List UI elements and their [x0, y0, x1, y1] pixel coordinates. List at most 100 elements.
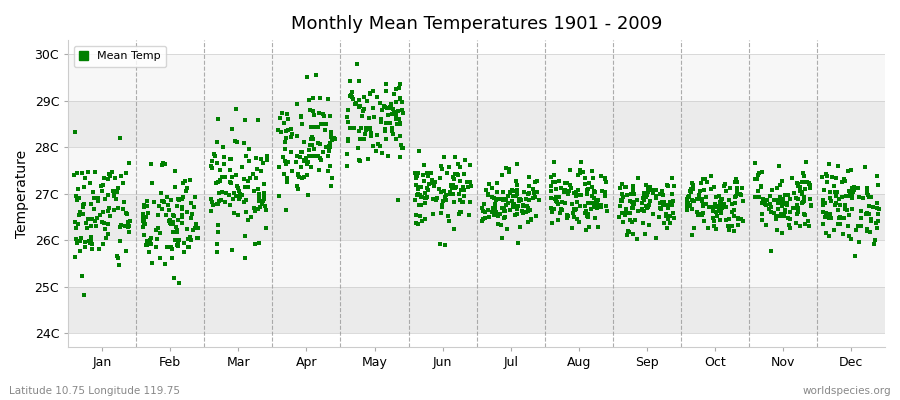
Point	[626, 201, 641, 207]
Point	[778, 201, 793, 207]
Point	[544, 188, 558, 194]
Point	[780, 215, 795, 221]
Point	[311, 140, 326, 146]
Point	[841, 168, 855, 174]
Point	[693, 195, 707, 202]
Point	[291, 171, 305, 178]
Point	[186, 204, 201, 210]
Point	[753, 184, 768, 190]
Point	[304, 164, 319, 170]
Point	[105, 188, 120, 194]
Point	[323, 129, 338, 135]
Point	[139, 214, 153, 220]
Point	[510, 190, 525, 197]
Point	[618, 184, 633, 191]
Point	[255, 156, 269, 162]
Point	[708, 226, 723, 232]
Point	[795, 179, 809, 186]
Point	[221, 192, 236, 198]
Point	[549, 194, 563, 200]
Point	[352, 104, 366, 111]
Point	[107, 207, 122, 213]
Point	[277, 158, 292, 164]
Point	[363, 90, 377, 96]
Point	[716, 204, 730, 211]
Point	[831, 207, 845, 213]
Point	[83, 216, 97, 223]
Point	[507, 201, 521, 207]
Point	[511, 198, 526, 205]
Point	[706, 184, 721, 191]
Point	[622, 209, 636, 216]
Point	[831, 221, 845, 228]
Point	[211, 248, 225, 255]
Point	[98, 234, 112, 241]
Point	[834, 194, 849, 200]
Point	[302, 153, 316, 160]
Point	[78, 220, 93, 226]
Point	[433, 241, 447, 247]
Point	[751, 172, 765, 178]
Point	[846, 187, 860, 193]
Point	[585, 199, 599, 206]
Point	[204, 208, 219, 214]
Point	[652, 200, 667, 207]
Point	[682, 193, 697, 200]
Point	[92, 246, 106, 252]
Point	[259, 207, 274, 214]
Point	[419, 185, 434, 191]
Point	[77, 239, 92, 245]
Point	[513, 224, 527, 230]
Point	[696, 203, 710, 209]
Point	[548, 178, 562, 185]
Point	[208, 153, 222, 160]
Point	[796, 211, 811, 218]
Point	[680, 196, 695, 202]
Point	[204, 162, 219, 169]
Point	[850, 227, 864, 234]
Bar	[68, 194, 885, 240]
Point	[213, 176, 228, 183]
Point	[493, 222, 508, 228]
Point	[590, 200, 605, 206]
Point	[655, 202, 670, 208]
Point	[107, 191, 122, 197]
Point	[713, 217, 727, 223]
Point	[573, 191, 588, 198]
Point	[616, 219, 630, 225]
Point	[226, 210, 240, 216]
Point	[96, 241, 111, 248]
Point	[256, 198, 270, 204]
Point	[843, 167, 858, 173]
Point	[436, 154, 451, 160]
Point	[726, 207, 741, 213]
Point	[728, 200, 742, 206]
Point	[324, 134, 338, 140]
Point	[434, 162, 448, 169]
Point	[456, 193, 471, 199]
Point	[323, 113, 338, 120]
Point	[509, 206, 524, 212]
Point	[309, 72, 323, 78]
Point	[419, 169, 434, 176]
Point	[748, 194, 762, 200]
Point	[277, 170, 292, 177]
Point	[357, 94, 372, 101]
Point	[619, 206, 634, 212]
Point	[708, 209, 723, 216]
Point	[512, 196, 526, 203]
Point	[860, 226, 874, 232]
Point	[736, 218, 751, 224]
Point	[235, 192, 249, 198]
Point	[242, 158, 256, 164]
Point	[845, 195, 859, 202]
Point	[318, 127, 332, 133]
Point	[626, 200, 640, 206]
Point	[478, 208, 492, 215]
Point	[304, 124, 319, 130]
Point	[795, 189, 809, 195]
Point	[789, 180, 804, 186]
Point	[392, 154, 407, 160]
Point	[815, 174, 830, 181]
Point	[715, 205, 729, 211]
